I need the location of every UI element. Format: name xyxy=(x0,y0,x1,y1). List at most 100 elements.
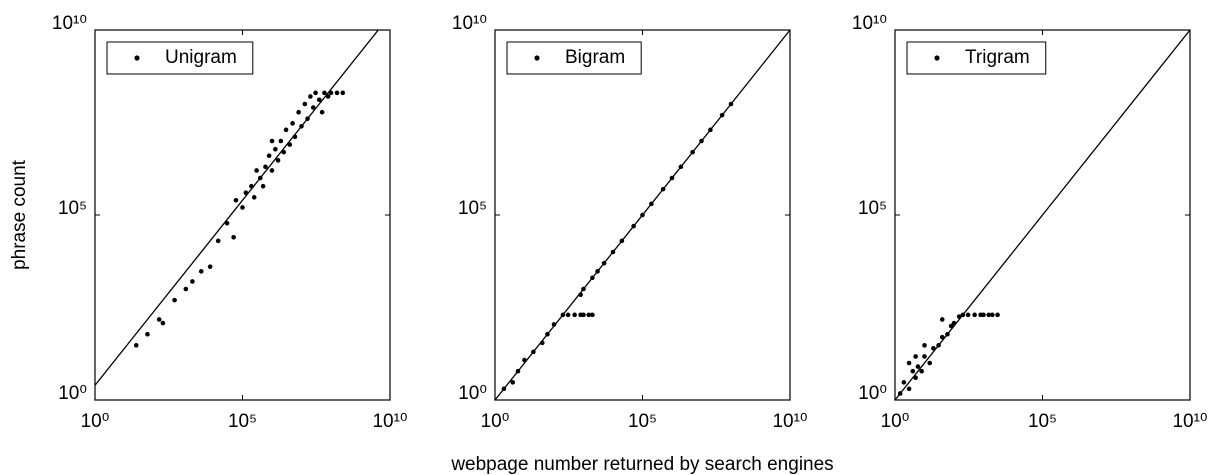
point xyxy=(325,94,331,99)
point xyxy=(299,123,304,129)
point xyxy=(915,364,921,369)
point xyxy=(931,345,936,351)
y-axis-label: phrase count xyxy=(9,159,30,270)
legend-box xyxy=(106,41,254,75)
point xyxy=(283,127,289,133)
point xyxy=(260,183,266,189)
y-tick-label: 10¹⁰ xyxy=(852,13,887,34)
point xyxy=(302,101,308,107)
point xyxy=(233,197,239,203)
point xyxy=(960,312,966,318)
point xyxy=(281,149,287,155)
reference-line xyxy=(95,30,380,386)
point xyxy=(510,380,516,385)
point xyxy=(275,158,281,163)
point xyxy=(619,238,625,244)
point xyxy=(308,94,313,99)
point xyxy=(660,186,666,192)
point xyxy=(922,354,927,359)
plot-area xyxy=(895,30,1190,400)
y-tick-label: 10⁰ xyxy=(458,383,487,404)
point xyxy=(906,386,912,392)
point xyxy=(586,312,591,318)
point xyxy=(243,190,249,196)
y-tick-label: 10⁰ xyxy=(58,383,87,404)
x-tick-label: 10¹⁰ xyxy=(772,411,807,432)
point xyxy=(939,317,945,322)
point xyxy=(590,312,595,318)
point xyxy=(719,112,725,118)
point xyxy=(565,312,571,318)
point xyxy=(560,312,566,318)
point xyxy=(578,292,583,298)
point xyxy=(319,109,325,115)
y-tick-label: 10⁵ xyxy=(58,198,87,219)
plot-area xyxy=(95,30,380,386)
point xyxy=(183,286,189,292)
point xyxy=(334,90,340,96)
point xyxy=(972,312,977,318)
point xyxy=(901,380,907,385)
y-tick-label: 10⁰ xyxy=(858,383,887,404)
x-tick-label: 10⁵ xyxy=(628,411,657,432)
point xyxy=(172,297,177,303)
point xyxy=(690,149,695,155)
point xyxy=(249,183,254,189)
y-tick-label: 10¹⁰ xyxy=(52,13,87,34)
point xyxy=(269,168,275,173)
axes-box xyxy=(94,29,391,401)
point xyxy=(198,269,204,274)
x-tick-label: 10⁵ xyxy=(228,411,257,432)
point xyxy=(948,323,954,329)
point xyxy=(551,322,557,327)
point xyxy=(263,164,268,170)
legend-box xyxy=(506,41,642,75)
point xyxy=(913,354,918,359)
point xyxy=(572,312,577,318)
legend-marker xyxy=(534,55,540,61)
point xyxy=(910,368,916,374)
point xyxy=(897,391,903,396)
legend-marker xyxy=(934,55,940,61)
point xyxy=(539,340,545,346)
x-axis-label: webpage number returned by search engine… xyxy=(450,454,833,475)
point xyxy=(678,164,684,170)
point xyxy=(581,312,586,318)
point xyxy=(965,312,971,318)
point xyxy=(631,223,636,229)
x-tick-label: 10⁰ xyxy=(81,411,110,432)
point xyxy=(190,279,195,284)
point xyxy=(501,386,507,392)
point xyxy=(296,109,301,115)
point xyxy=(224,220,230,226)
point xyxy=(986,312,991,318)
point xyxy=(913,375,918,381)
x-tick-label: 10⁵ xyxy=(1028,411,1057,432)
point xyxy=(939,334,945,340)
legend-label: Bigram xyxy=(565,47,625,68)
point xyxy=(257,175,263,181)
point xyxy=(699,138,704,144)
y-tick-label: 10⁵ xyxy=(858,198,887,219)
point xyxy=(515,368,521,374)
point xyxy=(310,105,316,110)
point xyxy=(906,360,912,366)
point xyxy=(945,331,950,337)
legend-marker xyxy=(134,55,140,61)
point xyxy=(990,312,995,318)
legend-label: Unigram xyxy=(165,47,237,68)
point xyxy=(231,234,236,240)
point xyxy=(649,201,654,207)
point xyxy=(708,127,713,133)
x-tick-label: 10¹⁰ xyxy=(372,411,407,432)
y-tick-label: 10⁵ xyxy=(458,198,487,219)
point xyxy=(328,90,334,96)
point xyxy=(316,97,322,103)
point xyxy=(531,349,536,355)
x-tick-label: 10⁰ xyxy=(481,411,510,432)
point xyxy=(207,264,213,270)
point xyxy=(313,90,318,96)
point xyxy=(215,238,221,244)
point xyxy=(340,90,346,96)
